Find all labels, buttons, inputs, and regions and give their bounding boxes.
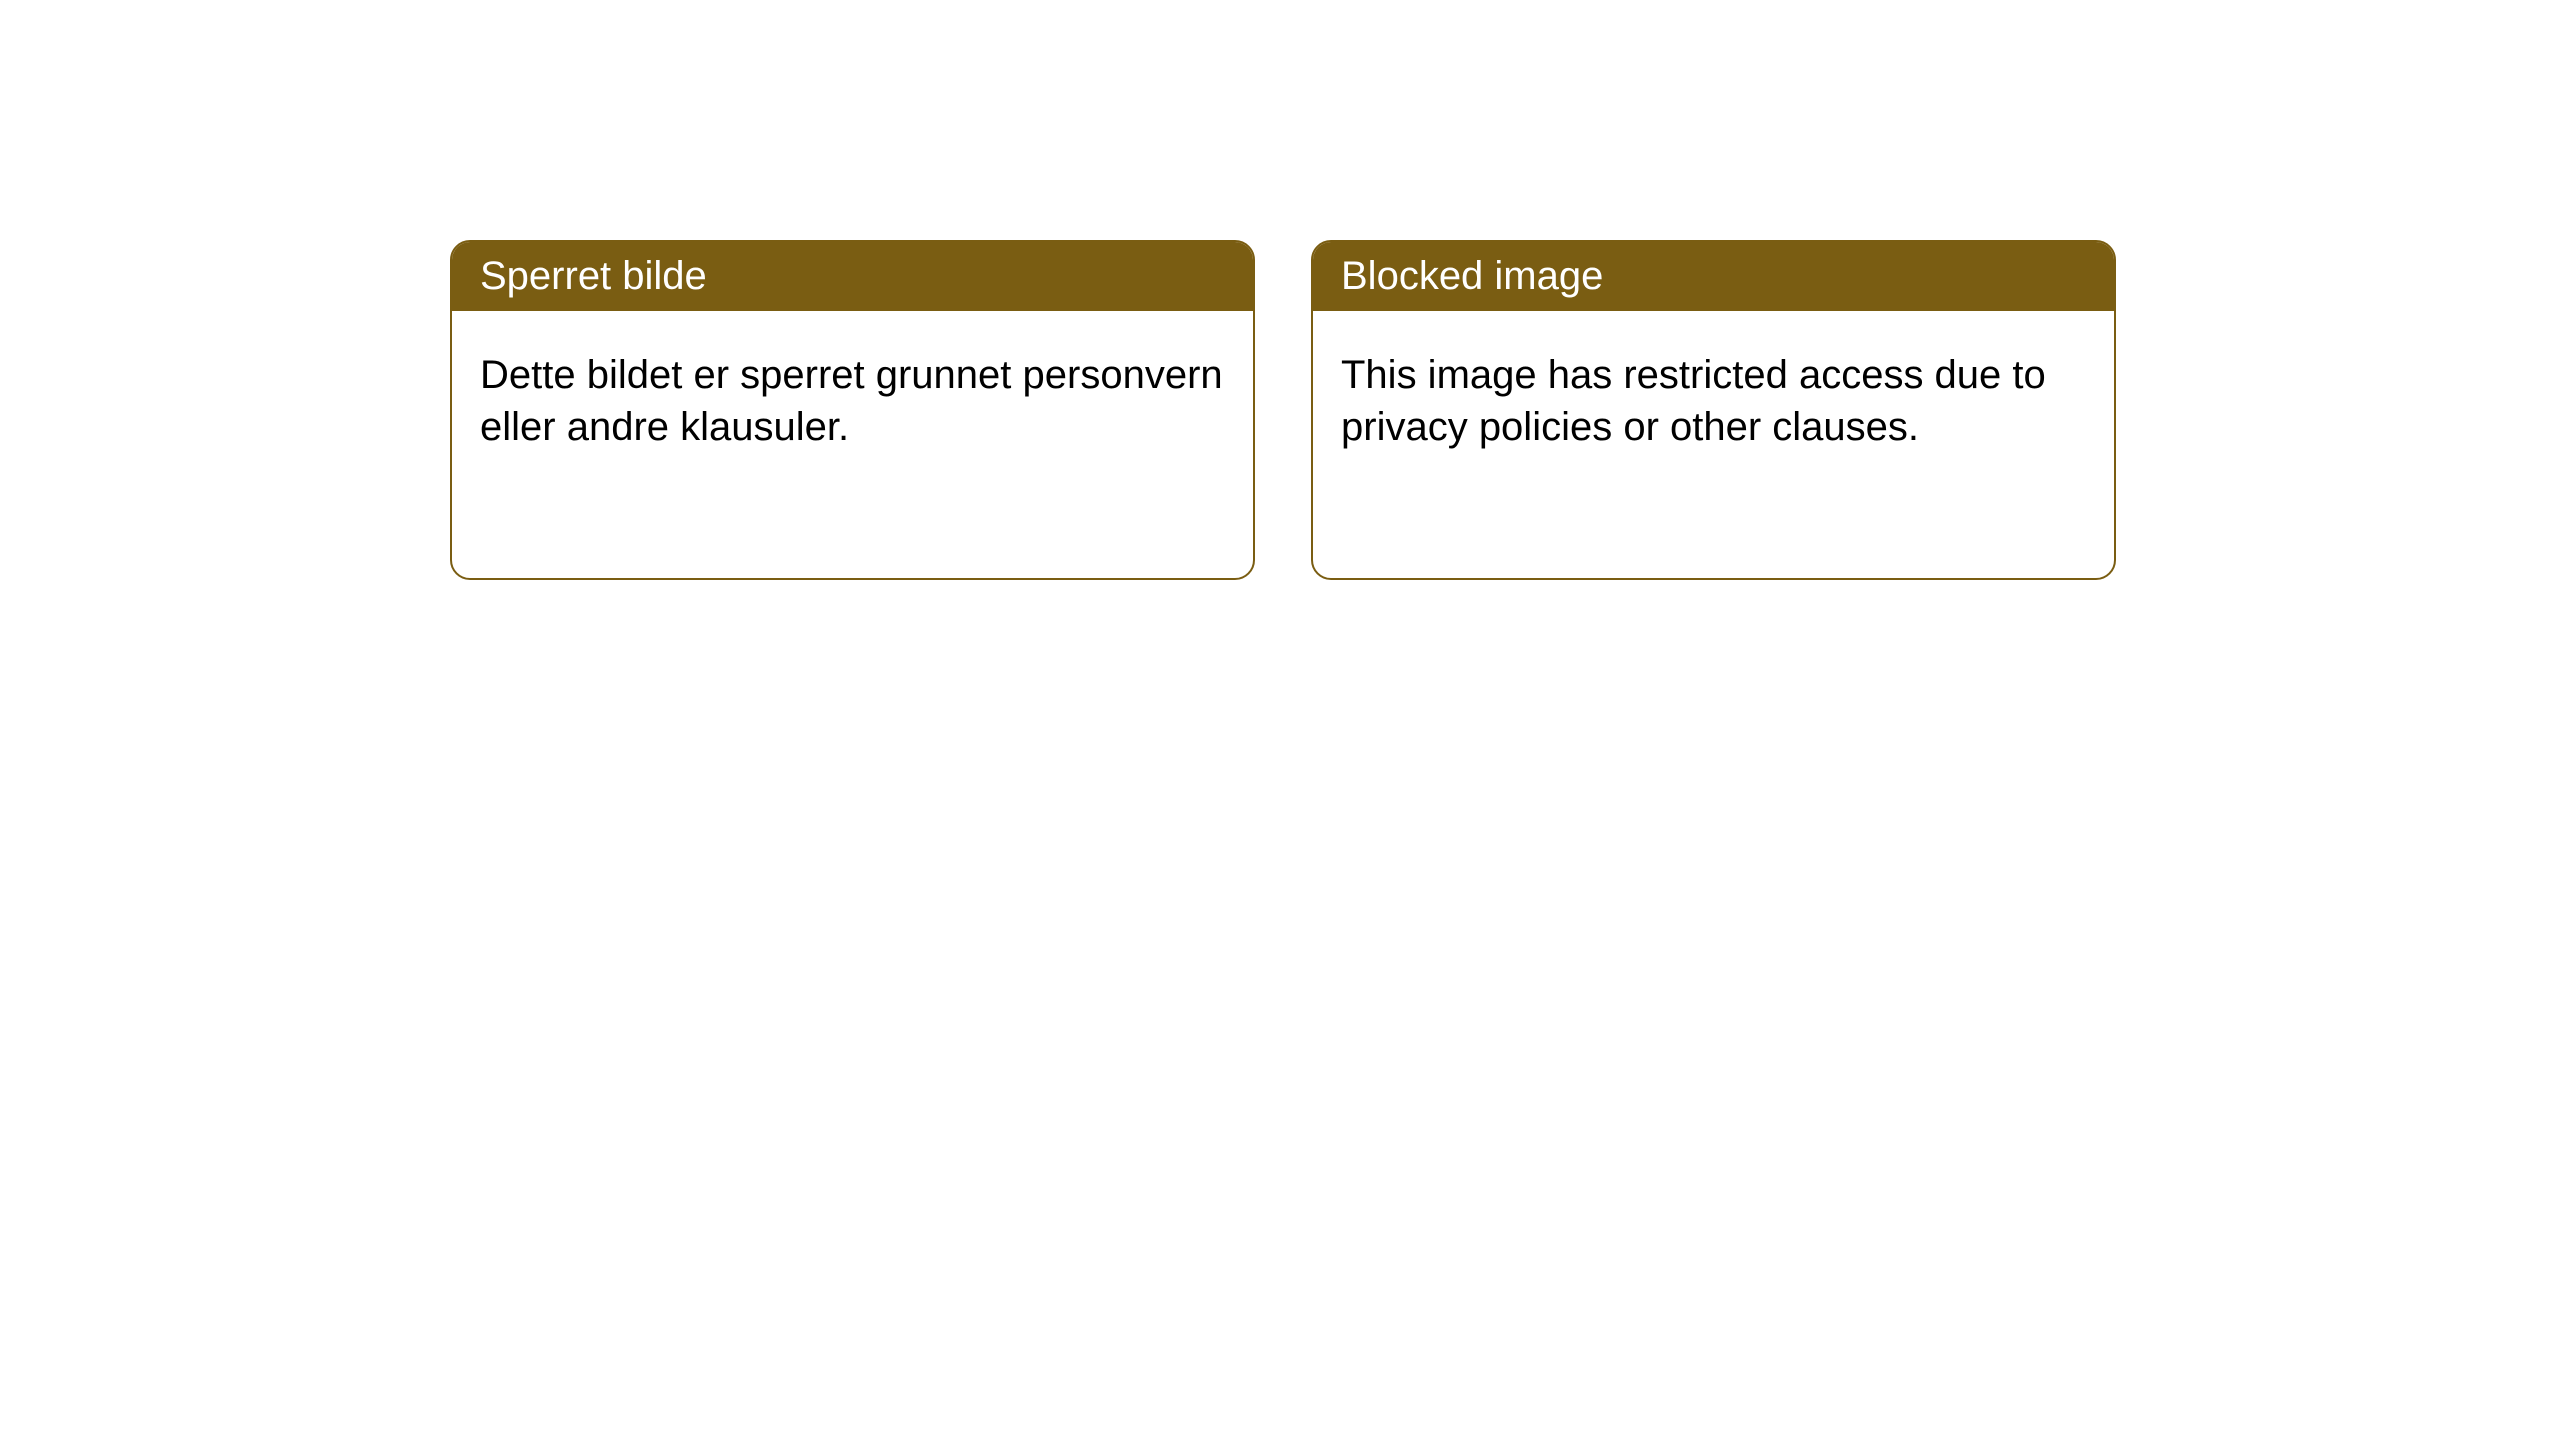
card-body-text: Dette bildet er sperret grunnet personve…	[480, 353, 1223, 449]
card-title: Sperret bilde	[480, 254, 707, 298]
card-header: Sperret bilde	[452, 242, 1253, 311]
card-title: Blocked image	[1341, 254, 1603, 298]
card-body: This image has restricted access due to …	[1313, 311, 2114, 491]
card-header: Blocked image	[1313, 242, 2114, 311]
card-body-text: This image has restricted access due to …	[1341, 353, 2046, 449]
card-container: Sperret bilde Dette bildet er sperret gr…	[0, 0, 2560, 580]
card-body: Dette bildet er sperret grunnet personve…	[452, 311, 1253, 491]
blocked-image-card-en: Blocked image This image has restricted …	[1311, 240, 2116, 580]
blocked-image-card-no: Sperret bilde Dette bildet er sperret gr…	[450, 240, 1255, 580]
